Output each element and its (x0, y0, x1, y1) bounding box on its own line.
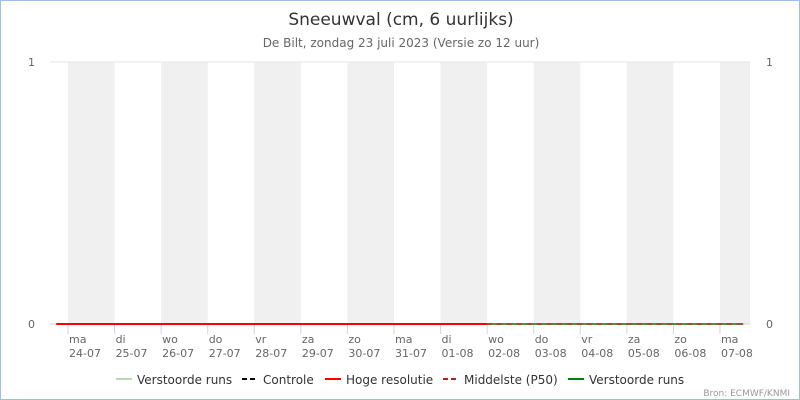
y-tick-label-right: 1 (766, 56, 773, 69)
x-tick-date: 29-07 (302, 347, 334, 360)
x-tick-date: 06-08 (674, 347, 706, 360)
x-tick-day: di (116, 333, 126, 346)
x-tick-date: 03-08 (535, 347, 567, 360)
x-tick-day: ma (69, 333, 86, 346)
legend-item: Verstoorde runs (568, 373, 684, 387)
credits: Bron: ECMWF/KNMI (703, 389, 790, 399)
weekday-band (161, 62, 208, 324)
x-tick-day: ma (395, 333, 412, 346)
x-tick-day: za (628, 333, 641, 346)
y-tick-label-left: 1 (28, 56, 35, 69)
x-tick-date: 25-07 (116, 347, 148, 360)
x-tick-date: 27-07 (209, 347, 241, 360)
legend-label: Verstoorde runs (137, 373, 232, 387)
x-tick-day: za (302, 333, 315, 346)
x-tick-day: vr (581, 333, 593, 346)
x-tick-day: zo (674, 333, 687, 346)
x-tick-day: ma (721, 333, 738, 346)
chart-subtitle: De Bilt, zondag 23 juli 2023 (Versie zo … (263, 36, 540, 50)
x-tick-date: 07-08 (721, 347, 753, 360)
x-tick-day: di (442, 333, 452, 346)
y-tick-label-right: 0 (766, 318, 773, 331)
x-tick-day: do (535, 333, 549, 346)
weekday-band (533, 62, 581, 324)
chart-title: Sneeuwval (cm, 6 uurlijks) (288, 10, 513, 30)
weekday-band (68, 62, 115, 324)
legend-label: Controle (263, 373, 314, 387)
weekday-band (440, 62, 488, 324)
legend-item: Hoge resolutie (325, 373, 433, 387)
y-tick-label-left: 0 (28, 318, 35, 331)
x-tick-date: 04-08 (581, 347, 613, 360)
x-tick-date: 05-08 (628, 347, 660, 360)
legend-label: Hoge resolutie (346, 373, 433, 387)
x-tick-date: 30-07 (348, 347, 380, 360)
x-tick-day: do (209, 333, 223, 346)
x-tick-date: 01-08 (442, 347, 474, 360)
weekday-band (626, 62, 674, 324)
legend-item: Controle (242, 373, 314, 387)
legend-label: Verstoorde runs (589, 373, 684, 387)
weekday-band (254, 62, 301, 324)
x-tick-day: wo (162, 333, 178, 346)
x-tick-date: 28-07 (255, 347, 287, 360)
x-tick-day: wo (488, 333, 504, 346)
x-tick-date: 31-07 (395, 347, 427, 360)
x-tick-date: 26-07 (162, 347, 194, 360)
x-tick-date: 24-07 (69, 347, 101, 360)
weekday-band (719, 62, 750, 324)
x-tick-date: 02-08 (488, 347, 520, 360)
x-tick-day: vr (255, 333, 267, 346)
x-tick-day: zo (348, 333, 361, 346)
legend-label: Middelste (P50) (464, 373, 558, 387)
legend-item: Verstoorde runs (116, 373, 232, 387)
legend-item: Middelste (P50) (443, 373, 558, 387)
weekday-band (347, 62, 394, 324)
